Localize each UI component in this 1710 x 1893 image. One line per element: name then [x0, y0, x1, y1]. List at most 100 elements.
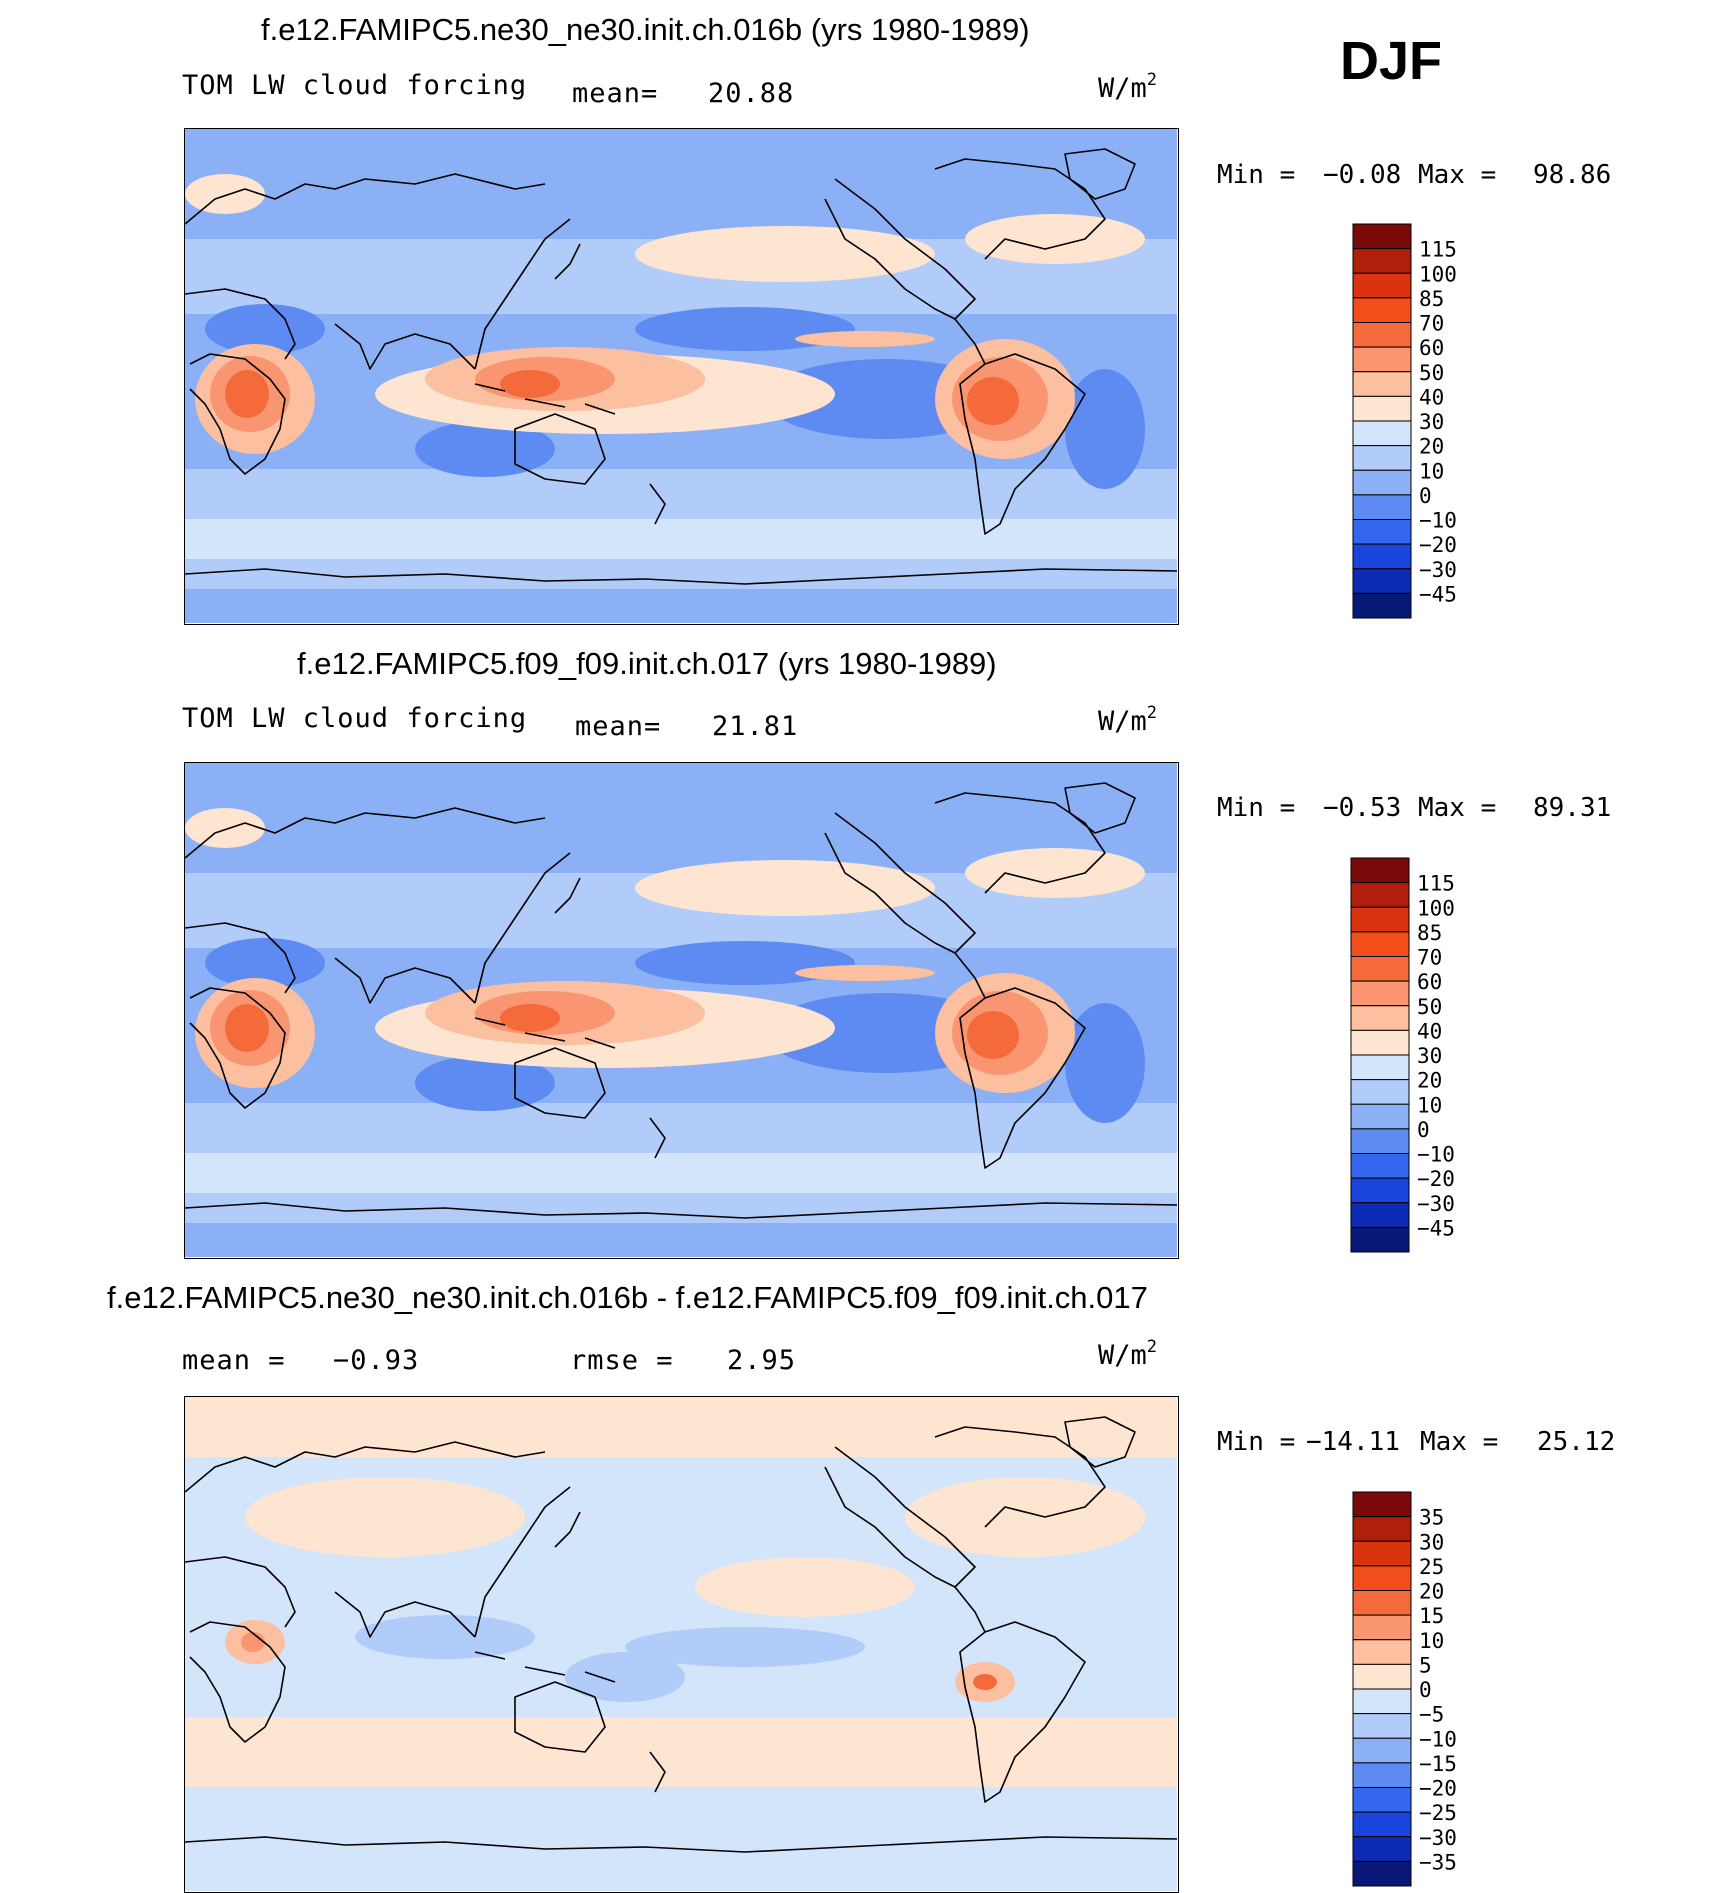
- coastline: [474, 1651, 616, 1683]
- coastline: [554, 877, 581, 914]
- coastline: [934, 792, 1106, 894]
- colorbar-tick-label: 10: [1419, 459, 1444, 483]
- coastline: [474, 852, 571, 1004]
- colorbar-top: 115 100 85 70 60 50 40 30 20 10 0 −10 −20 −30 −45: [1352, 223, 1533, 619]
- colorbar-tick-label: −10: [1419, 1727, 1457, 1751]
- colorbar-tick-label: −10: [1419, 509, 1457, 533]
- max-value-middle: 89.31: [1533, 793, 1612, 823]
- colorbar-tick-label: 30: [1419, 410, 1444, 434]
- colorbar-swatch: [1352, 1565, 1412, 1591]
- coastline: [185, 1556, 296, 1628]
- max-label-diff: Max =: [1420, 1427, 1499, 1457]
- max-label-middle: Max =: [1418, 793, 1497, 823]
- colorbar-tick-label: 70: [1419, 312, 1444, 336]
- colorbar-tick-label: −35: [1419, 1850, 1457, 1874]
- field-patch: [795, 965, 935, 981]
- colorbar-swatch: [1352, 1614, 1412, 1641]
- field-patch: [500, 1004, 560, 1032]
- colorbar-tick-label: 115: [1417, 872, 1455, 896]
- coastline: [185, 1836, 1177, 1853]
- coastline: [954, 1586, 986, 1633]
- field-patch: [225, 370, 269, 418]
- coastline: [649, 1117, 666, 1159]
- coastline: [185, 173, 546, 225]
- field-patch: [185, 174, 265, 214]
- field-patch: [205, 938, 325, 988]
- coastline: [1064, 782, 1136, 834]
- field-band: [185, 1223, 1177, 1257]
- colorbar-tick-label: 20: [1419, 435, 1444, 459]
- colorbar-swatch: [1352, 1713, 1412, 1739]
- coastline: [934, 1426, 1106, 1528]
- colorbar-tick-label: 60: [1419, 336, 1444, 360]
- panel-title-diff: f.e12.FAMIPC5.ne30_ne30.init.ch.016b - f…: [107, 1280, 1148, 1315]
- field-patch: [795, 331, 935, 347]
- units-label-middle: W/m2: [1098, 703, 1158, 737]
- colorbar-swatch: [1352, 494, 1412, 520]
- field-band: [185, 519, 1177, 559]
- colorbar-tick-label: −45: [1419, 582, 1457, 606]
- max-value-diff: 25.12: [1537, 1427, 1616, 1457]
- colorbar-swatch: [1352, 1540, 1412, 1567]
- colorbar-tick-label: 25: [1419, 1555, 1444, 1579]
- field-band: [185, 469, 1177, 519]
- coastline: [954, 318, 986, 365]
- colorbar-tick-label: 40: [1419, 385, 1444, 409]
- field-patch: [415, 1055, 555, 1111]
- max-value-top: 98.86: [1533, 160, 1612, 190]
- colorbar-middle: 115 100 85 70 60 50 40 30 20 10 0 −10 −20 −30 −45: [1350, 857, 1531, 1253]
- field-band: [185, 763, 1177, 793]
- colorbar-swatch: [1352, 1762, 1412, 1788]
- field-patch: [1065, 369, 1145, 489]
- field-patch: [225, 1004, 269, 1052]
- colorbar-tick-label: −20: [1419, 1777, 1457, 1801]
- colorbar-swatch: [1350, 1128, 1410, 1154]
- colorbar-swatch: [1352, 420, 1412, 447]
- coastline: [959, 353, 1086, 535]
- colorbar-tick-label: 20: [1419, 1580, 1444, 1604]
- coastline: [959, 987, 1086, 1169]
- colorbar-tick-label: −20: [1417, 1167, 1455, 1191]
- coastline: [649, 1751, 666, 1793]
- field-patch: [500, 370, 560, 398]
- coastline: [474, 1486, 571, 1638]
- colorbar-tick-label: 0: [1419, 1678, 1432, 1702]
- min-label-diff: Min =: [1217, 1427, 1296, 1457]
- coastline: [1064, 1416, 1136, 1468]
- coastline: [959, 1621, 1086, 1803]
- colorbar-swatch: [1350, 980, 1410, 1007]
- field-patch: [245, 1477, 525, 1557]
- field-patch: [241, 1632, 265, 1652]
- field-band: [185, 1717, 1177, 1787]
- colorbar-swatch: [1352, 272, 1412, 299]
- field-patch: [565, 1652, 685, 1702]
- colorbar-swatch: [1350, 857, 1410, 884]
- colorbar-tick-label: −30: [1419, 1826, 1457, 1850]
- coastline: [514, 1681, 606, 1753]
- field-patch: [415, 421, 555, 477]
- coastline: [189, 353, 286, 475]
- map-diff: [184, 1396, 1179, 1893]
- colorbar-swatch: [1350, 956, 1410, 982]
- colorbar-tick-label: 35: [1419, 1506, 1444, 1530]
- colorbar-swatch: [1352, 1811, 1412, 1838]
- units-label-diff: W/m2: [1098, 1337, 1158, 1371]
- field-patch: [635, 860, 935, 916]
- colorbar-swatch: [1352, 1663, 1412, 1690]
- min-value-middle: −0.53: [1323, 793, 1402, 823]
- coastline: [954, 952, 986, 999]
- coastline: [474, 1017, 616, 1049]
- colorbar-swatch: [1352, 1737, 1412, 1764]
- colorbar-swatch: [1352, 1491, 1412, 1518]
- colorbar-tick-label: −25: [1419, 1801, 1457, 1825]
- panel-title-top: f.e12.FAMIPC5.ne30_ne30.init.ch.016b (yr…: [261, 12, 1030, 47]
- coastline: [185, 288, 296, 360]
- colorbar-tick-label: 115: [1419, 238, 1457, 262]
- mean-label-middle: mean=: [575, 711, 662, 742]
- colorbar-tick-label: 20: [1417, 1069, 1442, 1093]
- colorbar-swatch: [1352, 1516, 1412, 1542]
- colorbar-swatch: [1352, 1860, 1412, 1887]
- units-label-top: W/m2: [1098, 70, 1158, 104]
- colorbar-swatch: [1352, 568, 1412, 594]
